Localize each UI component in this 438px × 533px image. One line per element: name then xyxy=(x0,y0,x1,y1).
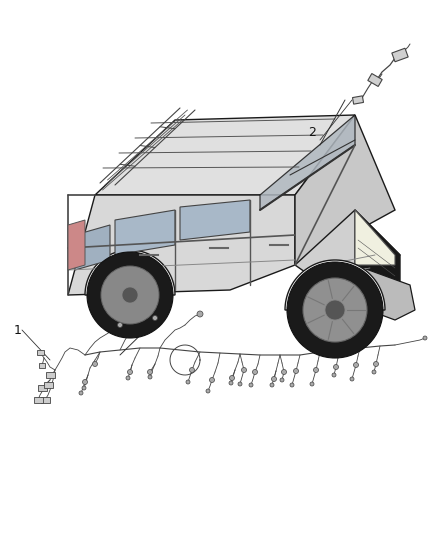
Polygon shape xyxy=(180,200,250,240)
Circle shape xyxy=(82,379,88,384)
Polygon shape xyxy=(68,220,85,270)
Polygon shape xyxy=(368,74,382,86)
Circle shape xyxy=(152,316,158,320)
Circle shape xyxy=(190,367,194,373)
Circle shape xyxy=(249,383,253,387)
Polygon shape xyxy=(392,48,408,62)
Polygon shape xyxy=(295,115,395,265)
Circle shape xyxy=(423,336,427,340)
FancyBboxPatch shape xyxy=(43,382,53,388)
Polygon shape xyxy=(115,210,175,255)
Circle shape xyxy=(310,382,314,386)
Polygon shape xyxy=(260,115,355,210)
Circle shape xyxy=(148,369,152,375)
Circle shape xyxy=(87,252,173,338)
FancyBboxPatch shape xyxy=(46,372,54,378)
Polygon shape xyxy=(355,265,415,320)
Circle shape xyxy=(325,300,345,320)
Circle shape xyxy=(374,361,378,367)
Circle shape xyxy=(148,375,152,379)
Circle shape xyxy=(372,370,376,374)
Polygon shape xyxy=(285,260,385,310)
Polygon shape xyxy=(295,210,400,300)
Circle shape xyxy=(280,378,284,382)
Text: 2: 2 xyxy=(308,126,316,140)
Polygon shape xyxy=(353,96,364,104)
Circle shape xyxy=(332,373,336,377)
Circle shape xyxy=(126,376,130,380)
Polygon shape xyxy=(85,250,175,295)
Circle shape xyxy=(270,383,274,387)
Circle shape xyxy=(293,368,299,374)
Circle shape xyxy=(238,382,242,386)
FancyBboxPatch shape xyxy=(39,362,45,367)
Polygon shape xyxy=(68,195,295,295)
Circle shape xyxy=(229,381,233,385)
Circle shape xyxy=(209,377,215,383)
Polygon shape xyxy=(75,225,110,270)
Circle shape xyxy=(127,369,133,375)
Circle shape xyxy=(353,362,358,367)
Circle shape xyxy=(314,367,318,373)
Circle shape xyxy=(282,369,286,375)
Circle shape xyxy=(350,377,354,381)
Circle shape xyxy=(272,376,276,382)
Circle shape xyxy=(92,361,98,367)
Circle shape xyxy=(122,287,138,303)
Polygon shape xyxy=(355,210,400,305)
Text: 1: 1 xyxy=(14,324,22,336)
Circle shape xyxy=(333,365,339,369)
Circle shape xyxy=(230,376,234,381)
Circle shape xyxy=(197,311,203,317)
Circle shape xyxy=(241,367,247,373)
FancyBboxPatch shape xyxy=(33,397,42,403)
FancyBboxPatch shape xyxy=(36,350,43,354)
Circle shape xyxy=(287,262,383,358)
Circle shape xyxy=(303,278,367,342)
FancyBboxPatch shape xyxy=(38,385,46,391)
Circle shape xyxy=(290,383,294,387)
FancyBboxPatch shape xyxy=(40,397,49,403)
Circle shape xyxy=(82,386,86,390)
Polygon shape xyxy=(358,290,375,305)
Circle shape xyxy=(101,266,159,324)
Polygon shape xyxy=(355,210,395,265)
Polygon shape xyxy=(95,115,355,195)
Circle shape xyxy=(117,322,123,327)
Circle shape xyxy=(79,391,83,395)
Circle shape xyxy=(252,369,258,375)
Circle shape xyxy=(186,380,190,384)
Circle shape xyxy=(206,389,210,393)
